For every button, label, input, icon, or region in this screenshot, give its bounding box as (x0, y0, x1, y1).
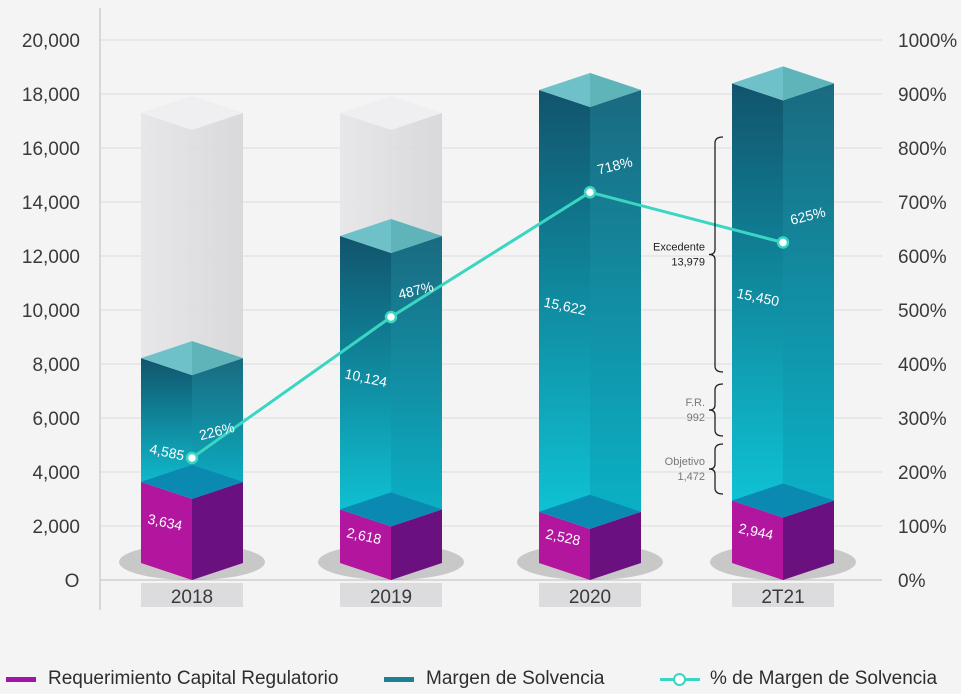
brace-excedente (708, 136, 724, 373)
y-right-tick: 800% (898, 139, 947, 160)
category-box (141, 583, 243, 607)
pct-point (583, 186, 597, 199)
ghost-column (141, 112, 243, 359)
brace-fr (708, 383, 724, 437)
legend-item-pct: % de Margen de Solvencia (660, 668, 937, 690)
pct-polyline (191, 190, 784, 460)
bar-joint-cap (141, 464, 243, 499)
y-left-tick: 20,000 (22, 31, 80, 52)
y-left-tick: O (65, 571, 80, 592)
y-right-tick: 600% (898, 247, 947, 268)
anno-excedente-value: 13,979 (671, 257, 705, 269)
bar-joint-cap (539, 494, 641, 529)
bar-margen-left (732, 83, 783, 518)
bar-margen-left (141, 358, 192, 499)
bar-joint-cap (340, 492, 442, 527)
category-box (539, 583, 641, 607)
solvency-chart: O 2,000 4,000 6,000 8,000 10,000 12,000 14,000 1… (22, 8, 957, 610)
bars (119, 66, 856, 580)
label-requerimiento: 2,944 (737, 520, 775, 543)
anno-excedente-label: Excedente (653, 242, 705, 254)
legend-line-marker-icon (660, 672, 700, 686)
legend-label: Requerimiento Capital Regulatorio (48, 668, 339, 689)
bar-margen-left (340, 235, 391, 527)
category-box (732, 583, 834, 607)
anno-objetivo-label: Objetivo (665, 456, 705, 468)
pct-point (384, 310, 398, 324)
y-left-tick: 14,000 (22, 193, 80, 214)
pct-point (185, 451, 199, 465)
anno-objetivo-value: 1,472 (677, 471, 705, 483)
bar-margen-right (783, 83, 834, 518)
bar-top-cap-shade (391, 218, 442, 253)
bar-requerimiento-left (732, 500, 783, 580)
legend-item-requerimiento: Requerimiento Capital Regulatorio (6, 668, 338, 690)
bar-top-cap-shade (783, 66, 834, 101)
bar-requerimiento-right (192, 481, 243, 580)
legend-label: Margen de Solvencia (426, 668, 605, 689)
legend-swatch-purple (6, 676, 36, 682)
bar-joint-cap (732, 483, 834, 518)
label-requerimiento: 3,634 (146, 511, 184, 534)
y-right-tick: 900% (898, 85, 947, 106)
anno-fr-label: F.R. (685, 397, 705, 409)
label-requerimiento: 2,618 (345, 524, 383, 547)
category-label: 2T21 (761, 587, 804, 608)
y-right-tick: 0% (898, 571, 926, 592)
bar-top-cap-shade (590, 72, 641, 107)
category-box (340, 583, 442, 607)
pct-point (776, 236, 790, 249)
category-label: 2018 (171, 587, 213, 608)
bar-requerimiento-right (783, 500, 834, 580)
bar-margen-right (192, 358, 243, 499)
ghost-cap (141, 95, 243, 130)
pct-line (185, 186, 790, 465)
legend: Requerimiento Capital Regulatorio Margen… (0, 664, 961, 694)
ghost-cap (340, 95, 442, 130)
y-left-tick: 6,000 (32, 409, 80, 430)
y-right-tick: 400% (898, 355, 947, 376)
y-left-tick: 10,000 (22, 301, 80, 322)
label-margen: 4,585 (148, 441, 186, 464)
y-right-tick: 500% (898, 301, 947, 322)
y-left-tick: 2,000 (32, 517, 80, 538)
anno-fr-value: 992 (687, 412, 705, 424)
y-left-tick: 4,000 (32, 463, 80, 484)
bar-margen-right (391, 235, 442, 527)
bar-margen-right (590, 89, 641, 529)
bar-requerimiento-left (539, 511, 590, 580)
category-label: 2020 (569, 587, 611, 608)
legend-label: % de Margen de Solvencia (710, 668, 938, 689)
y-left-tick: 8,000 (32, 355, 80, 376)
label-requerimiento: 2,528 (544, 526, 582, 549)
y-left-tick: 12,000 (22, 247, 80, 268)
brace-objetivo (708, 443, 724, 495)
y-left-tick: 16,000 (22, 139, 80, 160)
bar-requerimiento-left (141, 481, 192, 580)
ghost-column (340, 112, 442, 236)
category-label: 2019 (370, 587, 412, 608)
value-labels: 3,6344,5852,61810,1242,52815,6222,94415,… (146, 153, 827, 548)
y-right-tick: 1000% (898, 31, 957, 52)
y-right-tick: 700% (898, 193, 947, 214)
legend-item-margen: Margen de Solvencia (384, 668, 605, 690)
annotations: Excedente 13,979 F.R. 992 Objetivo 1,472 (653, 136, 724, 495)
y-right-tick: 300% (898, 409, 947, 430)
bar-requerimiento-right (391, 509, 442, 580)
bar-top-cap-shade (192, 341, 243, 376)
bar-requerimiento-left (340, 509, 391, 580)
y-right-tick: 100% (898, 517, 947, 538)
y-left-tick: 18,000 (22, 85, 80, 106)
axes: O 2,000 4,000 6,000 8,000 10,000 12,000 14,000 1… (22, 8, 957, 610)
legend-swatch-teal (384, 676, 414, 682)
y-right-tick: 200% (898, 463, 947, 484)
bar-requerimiento-right (590, 511, 641, 580)
